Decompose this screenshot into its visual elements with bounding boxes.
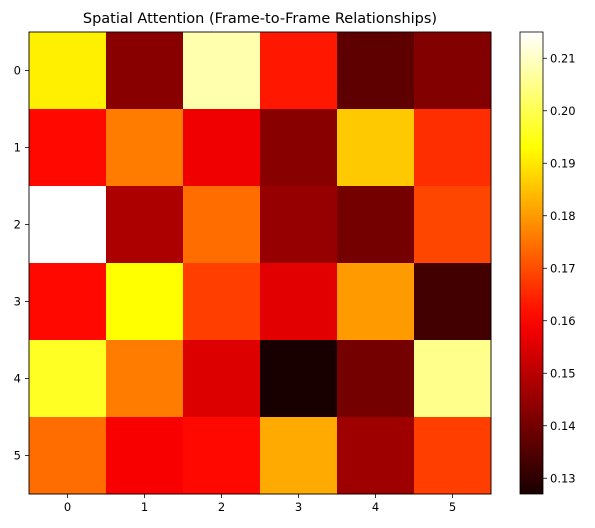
heatmap-cell: [29, 32, 107, 110]
colorbar-ticks: 0.13 0.14 0.15 0.16 0.17 0.18 0.19 0.20 0.21: [543, 51, 576, 485]
heatmap-cell: [29, 263, 107, 341]
heatmap-cell: [260, 109, 338, 187]
x-axis: 0 1 2 3 4 5: [64, 494, 456, 514]
x-tick-label: 1: [141, 500, 148, 514]
chart-title: Spatial Attention (Frame-to-Frame Relati…: [83, 11, 437, 27]
colorbar-tick-label: 0.21: [550, 51, 576, 65]
plot-frame: [28, 31, 492, 495]
heatmap-cell: [337, 417, 415, 495]
heatmap-cell: [183, 186, 261, 264]
y-tick-label: 4: [14, 372, 21, 386]
colorbar-tick-label: 0.19: [550, 156, 576, 170]
x-tick-label: 2: [218, 500, 225, 514]
heatmap-cell: [337, 263, 415, 341]
heatmap-cell: [29, 340, 107, 418]
heatmap-cell: [337, 186, 415, 264]
colorbar-tick-label: 0.13: [550, 471, 576, 485]
heatmap-cell: [29, 109, 107, 187]
heatmap-cell: [260, 263, 338, 341]
heatmap-cell: [260, 417, 338, 495]
x-tick-label: 5: [449, 500, 456, 514]
y-tick-label: 2: [14, 218, 21, 232]
heatmap-cell: [260, 32, 338, 110]
heatmap-cell: [337, 32, 415, 110]
x-tick-label: 4: [372, 500, 379, 514]
x-tick-label: 3: [295, 500, 302, 514]
heatmap-cell: [106, 417, 184, 495]
heatmap-cell: [337, 109, 415, 187]
heatmap-cell: [106, 32, 184, 110]
colorbar-tick-label: 0.20: [550, 104, 576, 118]
heatmap-cell: [183, 340, 261, 418]
heatmap-cell: [106, 340, 184, 418]
y-tick-label: 1: [14, 141, 21, 155]
heatmap-cell: [414, 417, 492, 495]
heatmap-cells: [29, 32, 492, 495]
colorbar-tick-label: 0.14: [550, 419, 576, 433]
heatmap-cell: [29, 417, 107, 495]
y-tick-label: 0: [14, 64, 21, 78]
heatmap-cell: [183, 263, 261, 341]
heatmap-cell: [260, 186, 338, 264]
y-tick-label: 5: [14, 449, 21, 463]
x-tick-label: 0: [64, 500, 71, 514]
heatmap-cell: [106, 109, 184, 187]
colorbar-tick-label: 0.17: [550, 261, 576, 275]
heatmap-cell: [183, 417, 261, 495]
heatmap-cell: [414, 109, 492, 187]
heatmap-cell: [337, 340, 415, 418]
colorbar-tick-label: 0.16: [550, 314, 576, 328]
y-axis: 0 1 2 3 4 5: [14, 64, 29, 463]
heatmap-cell: [414, 263, 492, 341]
heatmap-cell: [414, 186, 492, 264]
colorbar: [519, 31, 544, 495]
heatmap-cell: [414, 340, 492, 418]
heatmap-cell: [29, 186, 107, 264]
y-tick-label: 3: [14, 295, 21, 309]
heatmap-cell: [106, 263, 184, 341]
heatmap-cell: [106, 186, 184, 264]
heatmap-cell: [183, 109, 261, 187]
heatmap-cell: [260, 340, 338, 418]
heatmap-cell: [183, 32, 261, 110]
colorbar-tick-label: 0.18: [550, 209, 576, 223]
heatmap-cell: [414, 32, 492, 110]
colorbar-tick-label: 0.15: [550, 366, 576, 380]
